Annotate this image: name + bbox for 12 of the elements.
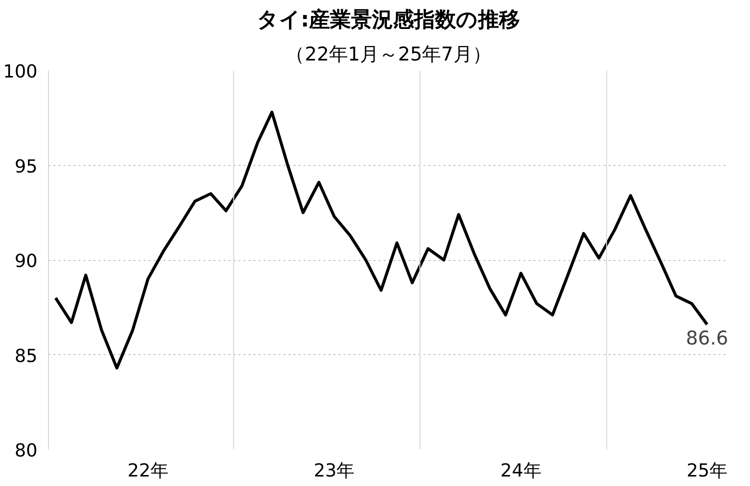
y-tick-label: 95	[14, 156, 38, 178]
x-tick-label: 25年	[686, 460, 728, 482]
x-tick-label: 23年	[314, 460, 355, 482]
y-tick-label: 100	[3, 62, 38, 82]
chart-title: タイ:産業景況感指数の推移	[256, 8, 520, 32]
x-tick-label: 22年	[128, 460, 168, 482]
y-tick-label: 85	[14, 346, 38, 367]
chart-subtitle: （22年1月～25年7月）	[286, 44, 492, 66]
x-tick-label: 24年	[500, 460, 542, 482]
y-tick-label: 80	[14, 440, 38, 462]
y-tick-label: 90	[14, 251, 38, 272]
annotation: 86.6	[686, 327, 728, 350]
